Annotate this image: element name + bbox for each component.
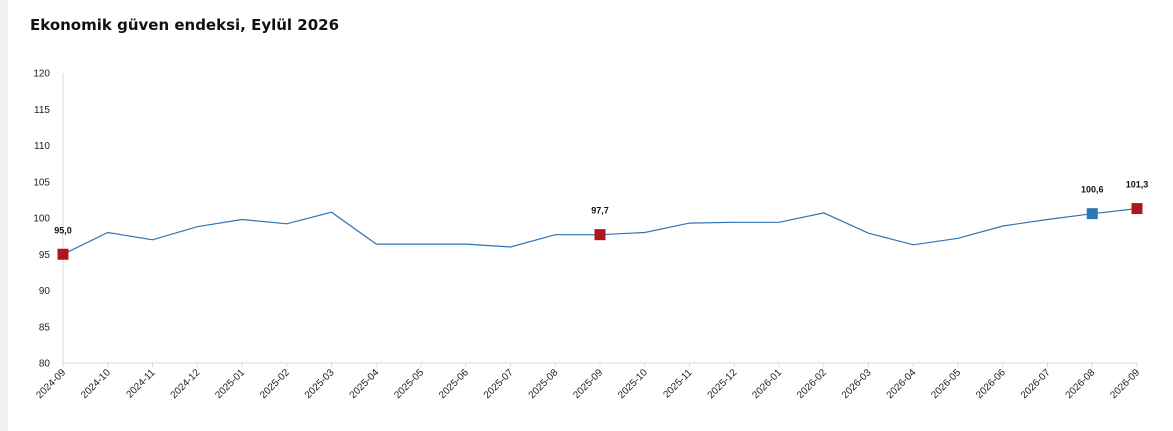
data-point-marker — [1086, 208, 1098, 220]
x-tick-label: 2026-04 — [885, 367, 919, 401]
data-point-marker — [57, 248, 69, 260]
data-label: 100,6 — [1081, 185, 1104, 195]
y-tick-label: 120 — [33, 69, 50, 80]
x-tick-label: 2026-08 — [1064, 367, 1098, 401]
data-point-marker — [1131, 203, 1143, 215]
x-tick-label: 2024-09 — [34, 367, 68, 401]
x-tick-label: 2025-12 — [706, 367, 740, 401]
x-tick-label: 2026-06 — [974, 367, 1008, 401]
x-tick-label: 2025-04 — [348, 367, 382, 401]
x-tick-label: 2026-05 — [929, 367, 963, 401]
x-tick-label: 2026-07 — [1019, 367, 1053, 401]
y-tick-label: 85 — [39, 322, 51, 333]
x-tick-label: 2025-07 — [482, 367, 516, 401]
y-tick-label: 80 — [39, 359, 51, 370]
data-point-marker — [594, 229, 606, 241]
x-tick-label: 2025-05 — [392, 367, 426, 401]
data-label: 97,7 — [591, 206, 609, 216]
x-tick-label: 2025-10 — [616, 367, 650, 401]
x-axis: 2024-09 2024-10 2024-11 2024-12 2025-01 2025-… — [34, 362, 1142, 401]
chart-title: Ekonomik güven endeksi, Eylül 2026 — [30, 16, 340, 34]
x-tick-label: 2026-03 — [840, 367, 874, 401]
y-tick-label: 110 — [34, 141, 50, 152]
x-tick-label: 2026-02 — [795, 367, 829, 401]
x-tick-label: 2025-09 — [571, 367, 605, 401]
x-tick-label: 2025-01 — [213, 367, 247, 401]
x-tick-label: 2025-03 — [303, 367, 337, 401]
y-tick-label: 95 — [39, 250, 51, 261]
chart-card: Ekonomik güven endeksi, Eylül 2026 — [8, 0, 1173, 431]
y-tick-label: 115 — [34, 105, 50, 116]
marker-group: 95,0 97,7 100,6 101,3 — [54, 180, 1148, 260]
x-tick-label: 2025-02 — [258, 367, 292, 401]
x-tick-label: 2024-11 — [124, 367, 158, 401]
x-tick-label: 2026-01 — [750, 367, 784, 401]
y-axis: 80 85 90 95 100 105 110 115 120 — [33, 69, 64, 370]
x-tick-label: 2026-09 — [1108, 367, 1142, 401]
y-tick-label: 90 — [39, 286, 51, 297]
x-tick-label: 2025-06 — [437, 367, 471, 401]
x-tick-label: 2025-08 — [527, 367, 561, 401]
data-label: 101,3 — [1126, 180, 1149, 190]
y-tick-label: 100 — [33, 214, 50, 225]
y-tick-label: 105 — [33, 177, 50, 188]
x-tick-label: 2024-12 — [169, 367, 203, 401]
x-tick-label: 2024-10 — [79, 367, 113, 401]
x-tick-label: 2025-11 — [661, 367, 695, 401]
data-label: 95,0 — [54, 225, 72, 235]
